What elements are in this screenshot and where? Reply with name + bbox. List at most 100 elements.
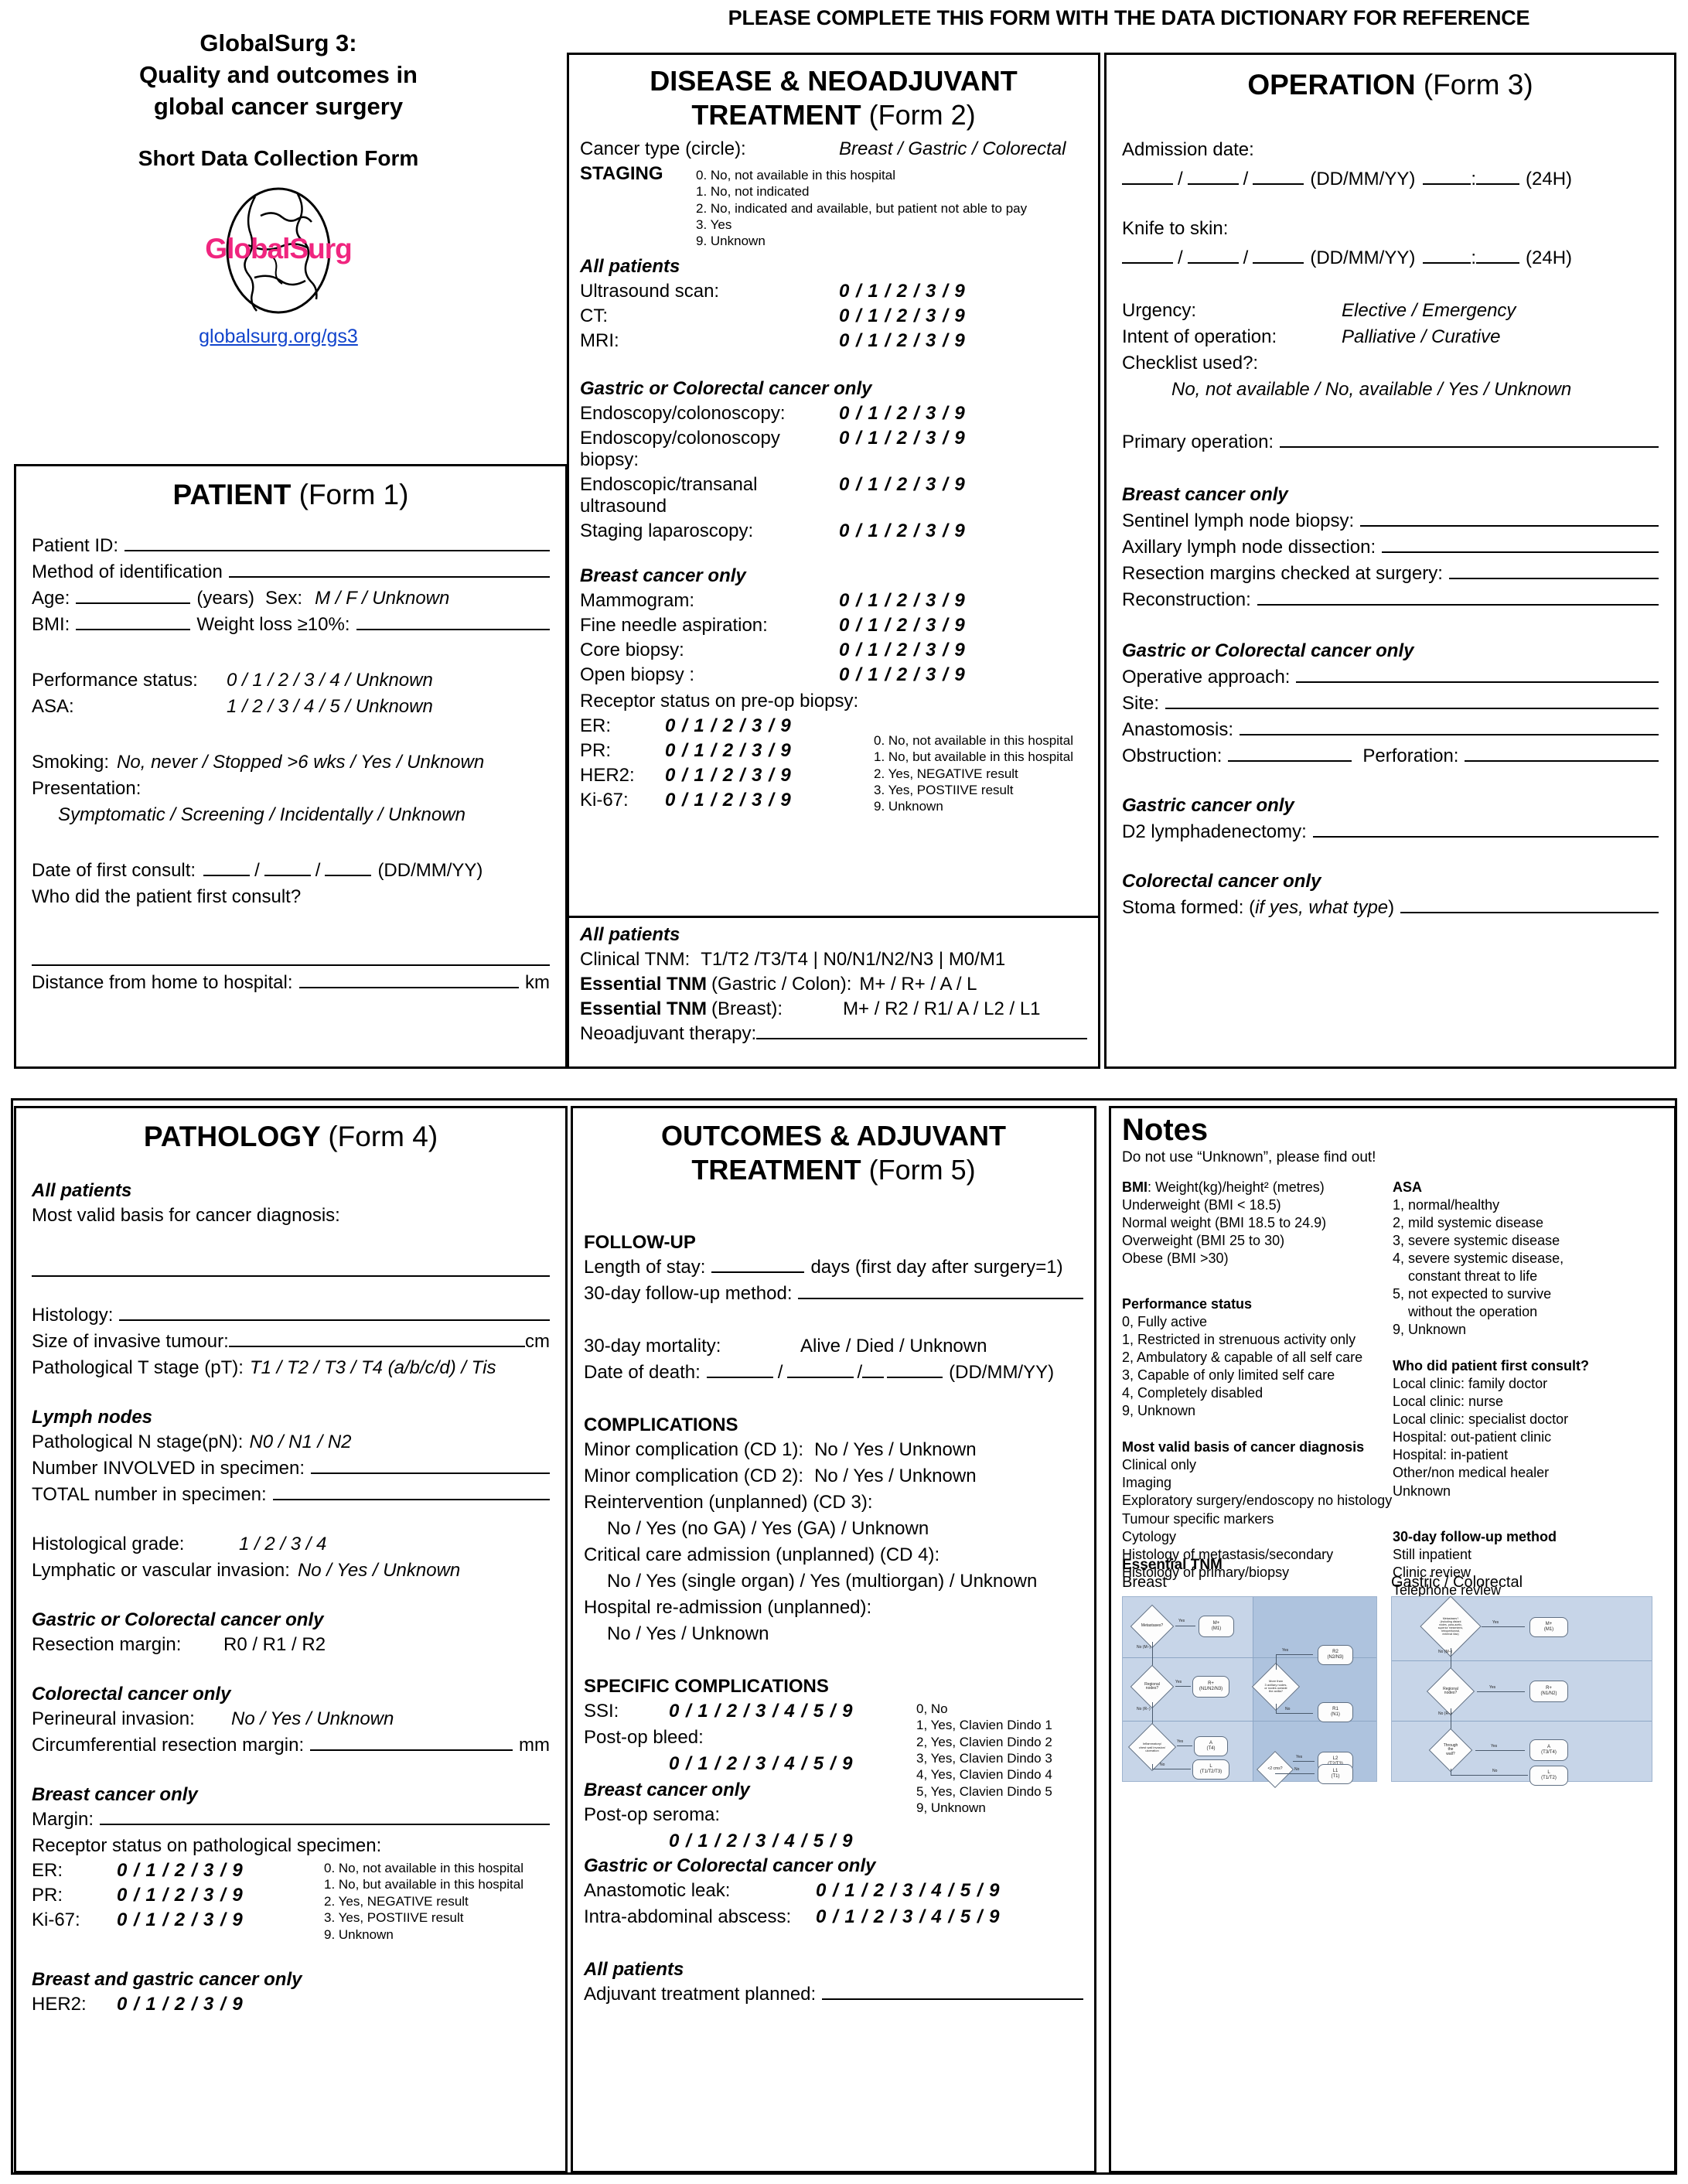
field-anastomotic-leak[interactable]: Anastomotic leak: 0 / 1 / 2 / 3 / 4 / 5 … — [584, 1880, 1083, 1902]
field-pn-stage[interactable]: Pathological N stage(pN): N0 / N1 / N2 — [32, 1432, 550, 1453]
field-er-path[interactable]: ER: 0 / 1 / 2 / 3 / 9 — [32, 1860, 324, 1882]
knife-hour-input[interactable] — [1423, 262, 1471, 264]
field-anastomosis[interactable]: Anastomosis: — [1122, 719, 1659, 741]
field-cancer-type[interactable]: Cancer type (circle): Breast / Gastric /… — [580, 138, 1087, 160]
field-endoscopic-ultrasound[interactable]: Endoscopic/transanal ultrasound 0 / 1 / … — [580, 474, 1087, 517]
field-abscess[interactable]: Intra-abdominal abscess: 0 / 1 / 2 / 3 /… — [584, 1906, 1083, 1928]
ultrasound-options[interactable]: 0 / 1 / 2 / 3 / 9 — [839, 280, 966, 302]
pr-path-options[interactable]: 0 / 1 / 2 / 3 / 9 — [117, 1884, 244, 1906]
field-crm[interactable]: Circumferential resection margin: mm — [32, 1735, 550, 1756]
admission-minute-input[interactable] — [1476, 183, 1519, 186]
field-ki67-path[interactable]: Ki-67: 0 / 1 / 2 / 3 / 9 — [32, 1909, 324, 1931]
anastomosis-input[interactable] — [1240, 734, 1659, 736]
open-biopsy-options[interactable]: 0 / 1 / 2 / 3 / 9 — [839, 664, 966, 685]
primary-operation-input[interactable] — [1280, 446, 1659, 449]
er-path-options[interactable]: 0 / 1 / 2 / 3 / 9 — [117, 1859, 244, 1881]
checklist-options[interactable]: No, not available / No, available / Yes … — [1171, 379, 1572, 401]
total-input[interactable] — [272, 1498, 550, 1500]
field-mammogram[interactable]: Mammogram: 0 / 1 / 2 / 3 / 9 — [580, 590, 1087, 612]
sex-options[interactable]: M / F / Unknown — [315, 588, 450, 609]
field-admission-datetime[interactable]: / / (DD/MM/YY) : (24H) — [1122, 169, 1659, 190]
weight-loss-input[interactable] — [356, 629, 550, 631]
clinical-tnm-options[interactable]: T1/T2 /T3/T4 | N0/N1/N2/N3 | M0/M1 — [701, 949, 1006, 970]
field-essential-tnm-breast[interactable]: Essential TNM (Breast): M+ / R2 / R1/ A … — [580, 998, 1087, 1020]
her2-path-options[interactable]: 0 / 1 / 2 / 3 / 9 — [117, 1993, 244, 2015]
knife-year-input[interactable] — [1253, 262, 1304, 264]
sentinel-node-input[interactable] — [1360, 525, 1659, 527]
performance-options[interactable]: 0 / 1 / 2 / 3 / 4 / Unknown — [227, 670, 433, 691]
field-adjuvant-treatment[interactable]: Adjuvant treatment planned: — [584, 1984, 1083, 2005]
endoscopy-options[interactable]: 0 / 1 / 2 / 3 / 9 — [839, 402, 966, 424]
field-perineural-invasion[interactable]: Perineural invasion: No / Yes / Unknown — [32, 1708, 550, 1730]
field-operative-approach[interactable]: Operative approach: — [1122, 667, 1659, 688]
seroma-options[interactable]: 0 / 1 / 2 / 3 / 4 / 5 / 9 — [669, 1830, 854, 1851]
cancer-type-options[interactable]: Breast / Gastric / Colorectal — [839, 138, 1066, 159]
death-day-input[interactable] — [706, 1376, 773, 1378]
size-input[interactable] — [228, 1345, 525, 1347]
knife-day-input[interactable] — [1122, 262, 1173, 264]
field-length-of-stay[interactable]: Length of stay: days (first day after su… — [584, 1257, 1083, 1278]
field-distance[interactable]: Distance from home to hospital: km — [32, 972, 550, 994]
field-cd2[interactable]: Minor complication (CD 2): No / Yes / Un… — [584, 1466, 1083, 1487]
staging-laparoscopy-options[interactable]: 0 / 1 / 2 / 3 / 9 — [839, 520, 966, 541]
intent-options[interactable]: Palliative / Curative — [1342, 326, 1501, 348]
field-lvi[interactable]: Lymphatic or vascular invasion: No / Yes… — [32, 1560, 550, 1582]
field-clinical-tnm[interactable]: Clinical TNM: T1/T2 /T3/T4 | N0/N1/N2/N3… — [580, 949, 1087, 971]
histology-input[interactable] — [119, 1319, 550, 1321]
cd2-options[interactable]: No / Yes / Unknown — [814, 1465, 977, 1486]
perforation-input[interactable] — [1465, 760, 1659, 763]
field-ki67-preop[interactable]: Ki-67: 0 / 1 / 2 / 3 / 9 — [580, 790, 874, 811]
ssi-options[interactable]: 0 / 1 / 2 / 3 / 4 / 5 / 9 — [669, 1700, 854, 1722]
who-consult-input[interactable] — [32, 944, 550, 966]
field-performance-status[interactable]: Performance status: 0 / 1 / 2 / 3 / 4 / … — [32, 670, 550, 691]
field-essential-tnm-gastric[interactable]: Essential TNM (Gastric / Colon): M+ / R+… — [580, 974, 1087, 995]
margin-input[interactable] — [100, 1823, 550, 1825]
perineural-options[interactable]: No / Yes / Unknown — [231, 1708, 394, 1729]
field-sentinel-node-biopsy[interactable]: Sentinel lymph node biopsy: — [1122, 510, 1659, 532]
field-resection-margins-checked[interactable]: Resection margins checked at surgery: — [1122, 563, 1659, 585]
consult-year-input[interactable] — [325, 875, 372, 877]
field-open-biopsy[interactable]: Open biopsy : 0 / 1 / 2 / 3 / 9 — [580, 664, 1087, 686]
knife-minute-input[interactable] — [1476, 262, 1519, 264]
bleed-options[interactable]: 0 / 1 / 2 / 3 / 4 / 5 / 9 — [669, 1752, 854, 1774]
age-input[interactable] — [76, 602, 191, 605]
admission-hour-input[interactable] — [1423, 183, 1471, 186]
field-staging-laparoscopy[interactable]: Staging laparoscopy: 0 / 1 / 2 / 3 / 9 — [580, 520, 1087, 542]
field-date-of-death[interactable]: Date of death: / / (DD/MM/YY) — [584, 1361, 1055, 1383]
endoscopy-biopsy-options[interactable]: 0 / 1 / 2 / 3 / 9 — [839, 427, 966, 449]
field-presentation[interactable]: Presentation: Symptomatic / Screening / … — [32, 778, 550, 826]
resection-margin-options[interactable]: R0 / R1 / R2 — [223, 1633, 326, 1655]
mortality-options[interactable]: Alive / Died / Unknown — [800, 1335, 987, 1356]
field-nodes-involved[interactable]: Number INVOLVED in specimen: — [32, 1458, 550, 1479]
field-tumour-size[interactable]: Size of invasive tumour: cm — [32, 1331, 550, 1353]
field-mri[interactable]: MRI: 0 / 1 / 2 / 3 / 9 — [580, 330, 1087, 352]
ct-options[interactable]: 0 / 1 / 2 / 3 / 9 — [839, 305, 966, 326]
her2-options[interactable]: 0 / 1 / 2 / 3 / 9 — [665, 764, 792, 786]
resection-margins-input[interactable] — [1448, 578, 1659, 580]
reconstruction-input[interactable] — [1257, 604, 1659, 606]
field-neoadjuvant-therapy[interactable]: Neoadjuvant therapy: — [580, 1023, 1087, 1045]
patient-id-input[interactable] — [124, 550, 550, 552]
anastomotic-leak-options[interactable]: 0 / 1 / 2 / 3 / 4 / 5 / 9 — [816, 1879, 1001, 1901]
cd4-options[interactable]: No / Yes (single organ) / Yes (multiorga… — [607, 1570, 1038, 1592]
obstruction-input[interactable] — [1228, 760, 1352, 763]
stoma-input[interactable] — [1400, 912, 1659, 914]
field-followup-method[interactable]: 30-day follow-up method: — [584, 1283, 1083, 1305]
fna-options[interactable]: 0 / 1 / 2 / 3 / 9 — [839, 614, 966, 636]
consult-month-input[interactable] — [264, 875, 311, 877]
field-core-biopsy[interactable]: Core biopsy: 0 / 1 / 2 / 3 / 9 — [580, 640, 1087, 661]
field-stoma-formed[interactable]: Stoma formed: ( if yes, what type ) — [1122, 897, 1659, 919]
field-date-first-consult[interactable]: Date of first consult: / / (DD/MM/YY) — [32, 860, 483, 882]
death-year-pre[interactable] — [862, 1376, 885, 1378]
field-resection-margin[interactable]: Resection margin: R0 / R1 / R2 — [32, 1634, 550, 1656]
field-histological-grade[interactable]: Histological grade: 1 / 2 / 3 / 4 — [32, 1534, 550, 1555]
cd1-options[interactable]: No / Yes / Unknown — [814, 1438, 977, 1460]
field-ct[interactable]: CT: 0 / 1 / 2 / 3 / 9 — [580, 305, 1087, 327]
death-month-input[interactable] — [787, 1376, 854, 1378]
d2-input[interactable] — [1312, 836, 1659, 838]
readmission-options[interactable]: No / Yes / Unknown — [607, 1623, 769, 1644]
neoadjuvant-input[interactable] — [756, 1038, 1087, 1039]
field-fna[interactable]: Fine needle aspiration: 0 / 1 / 2 / 3 / … — [580, 615, 1087, 636]
field-ultrasound[interactable]: Ultrasound scan: 0 / 1 / 2 / 3 / 9 — [580, 281, 1087, 302]
field-cd1[interactable]: Minor complication (CD 1): No / Yes / Un… — [584, 1439, 1083, 1461]
